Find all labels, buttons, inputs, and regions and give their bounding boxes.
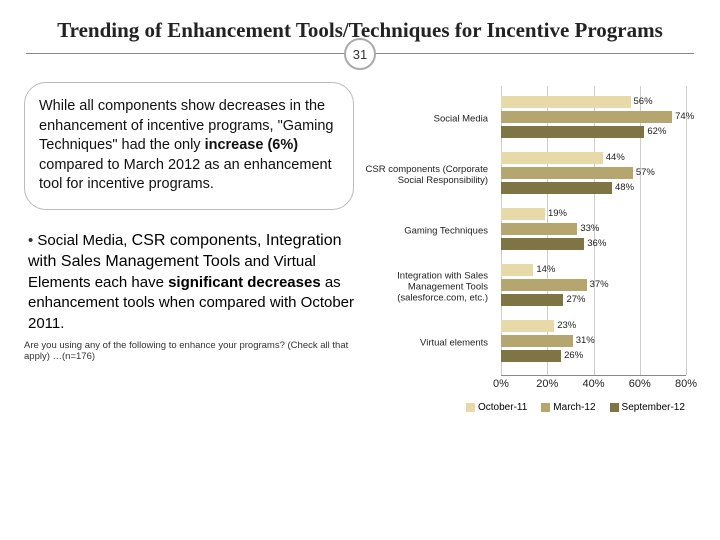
bar-value-label: 36% (587, 238, 606, 249)
x-axis-tick: 40% (582, 378, 604, 390)
chart-bar (501, 279, 587, 291)
x-axis-tick: 0% (493, 378, 509, 390)
bar-value-label: 57% (636, 167, 655, 178)
chart-bar (501, 152, 603, 164)
chart-bar (501, 111, 672, 123)
chart-category-group: Gaming Techniques19%33%36% (501, 204, 686, 260)
category-label: Social Media (358, 115, 488, 126)
key-finding-callout: While all components show decreases in t… (24, 82, 354, 210)
bar-value-label: 44% (606, 152, 625, 163)
chart-bar (501, 182, 612, 194)
trending-bar-chart: Social Media56%74%62%CSR components (Cor… (366, 82, 696, 422)
x-axis-tick: 80% (675, 378, 697, 390)
bar-value-label: 33% (580, 223, 599, 234)
category-label: Integration with Sales Management Tools … (358, 272, 488, 305)
legend-swatch (541, 403, 550, 412)
legend-item: September-12 (610, 402, 685, 413)
survey-question-footnote: Are you using any of the following to en… (24, 340, 354, 363)
chart-bar (501, 264, 533, 276)
bar-value-label: 74% (675, 111, 694, 122)
category-label: Virtual elements (358, 339, 488, 350)
divider: 31 (26, 53, 694, 54)
bar-value-label: 27% (566, 294, 585, 305)
slide-number-badge: 31 (344, 38, 376, 70)
legend-item: October-11 (466, 402, 527, 413)
bar-value-label: 56% (634, 96, 653, 107)
chart-bar (501, 350, 561, 362)
bar-value-label: 48% (615, 182, 634, 193)
legend-label: October-11 (478, 402, 527, 413)
chart-bar (501, 167, 633, 179)
legend-label: September-12 (622, 402, 685, 413)
chart-category-group: CSR components (Corporate Social Respons… (501, 148, 686, 204)
bar-value-label: 19% (548, 208, 567, 219)
x-axis-tick: 20% (536, 378, 558, 390)
supporting-bullet: Social Media, CSR components, Integratio… (24, 230, 354, 334)
bar-value-label: 37% (590, 279, 609, 290)
x-axis-tick: 60% (629, 378, 651, 390)
chart-bar (501, 335, 573, 347)
chart-category-group: Virtual elements23%31%26% (501, 316, 686, 372)
bar-value-label: 14% (536, 264, 555, 275)
legend-label: March-12 (553, 402, 595, 413)
chart-bar (501, 223, 577, 235)
chart-bar (501, 126, 644, 138)
chart-bar (501, 294, 563, 306)
chart-bar (501, 320, 554, 332)
legend-item: March-12 (541, 402, 595, 413)
bar-value-label: 62% (647, 126, 666, 137)
category-label: Gaming Techniques (358, 227, 488, 238)
chart-bar (501, 96, 631, 108)
chart-category-group: Social Media56%74%62% (501, 92, 686, 148)
chart-bar (501, 208, 545, 220)
bar-value-label: 23% (557, 320, 576, 331)
legend-swatch (610, 403, 619, 412)
bar-value-label: 26% (564, 350, 583, 361)
category-label: CSR components (Corporate Social Respons… (358, 165, 488, 187)
bar-value-label: 31% (576, 335, 595, 346)
chart-category-group: Integration with Sales Management Tools … (501, 260, 686, 316)
chart-bar (501, 238, 584, 250)
chart-legend: October-11 March-12 September-12 (466, 402, 685, 413)
legend-swatch (466, 403, 475, 412)
